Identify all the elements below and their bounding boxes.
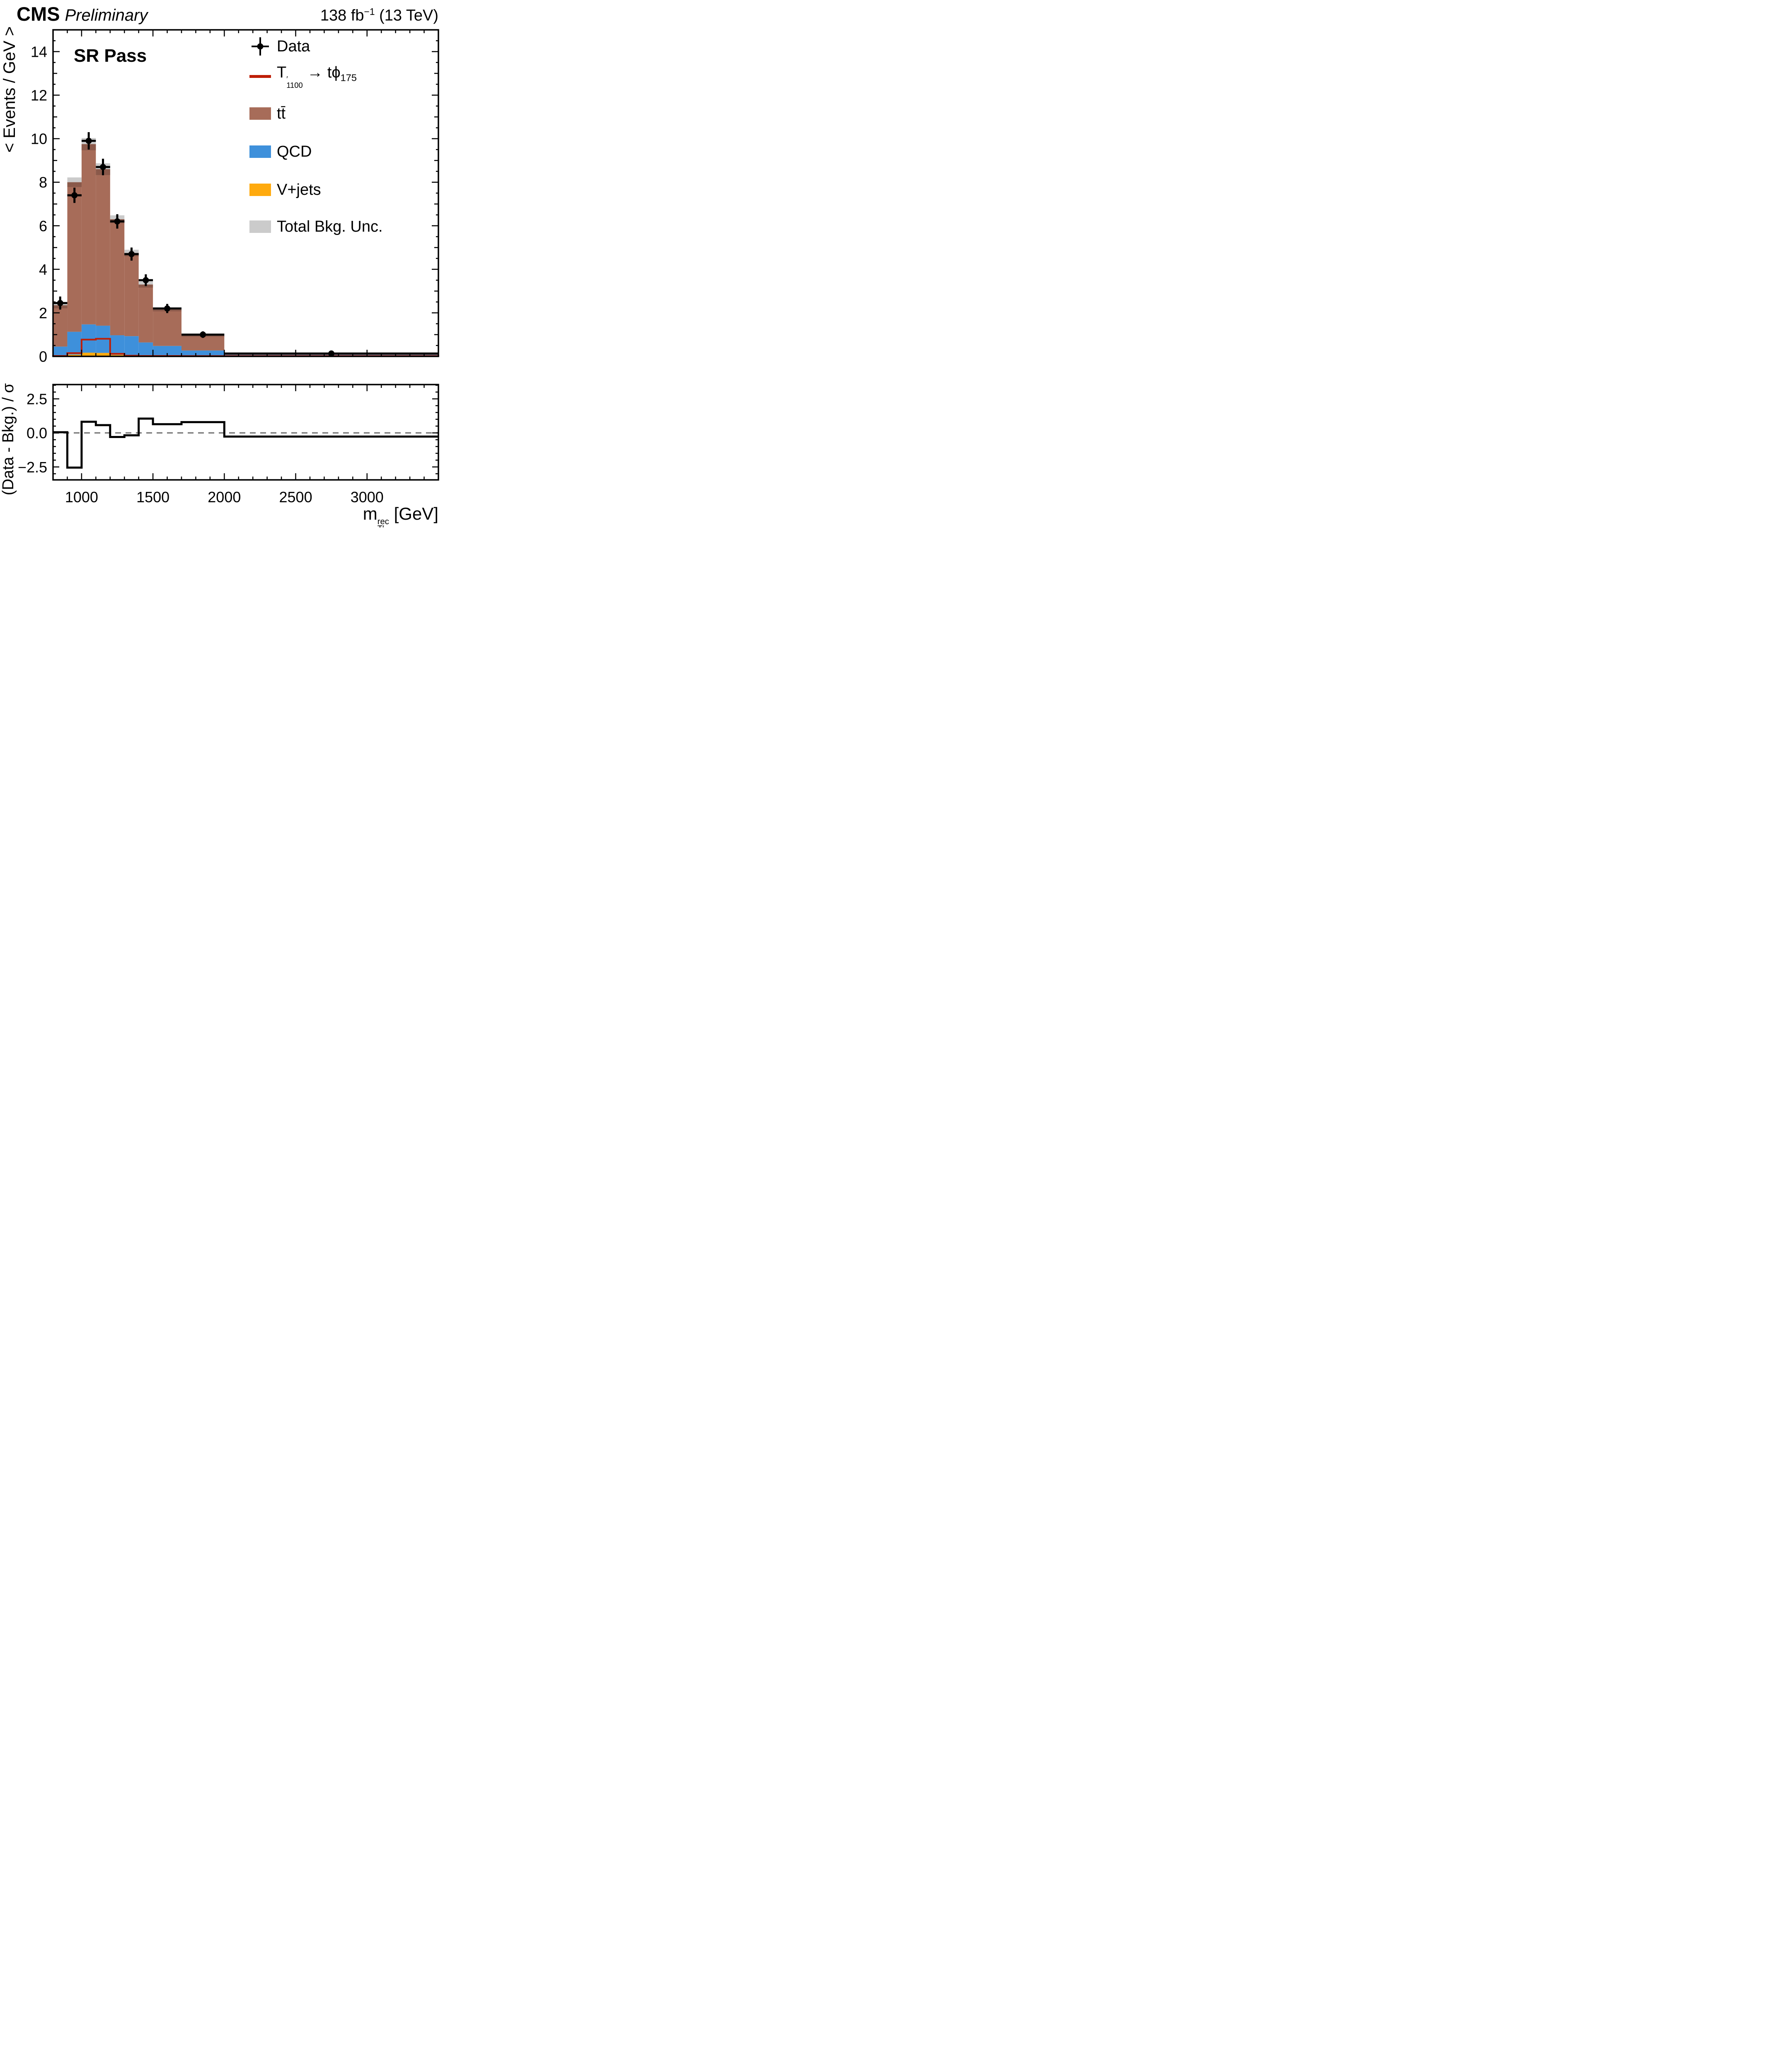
data-marker bbox=[71, 192, 78, 198]
x-tick-label: 2500 bbox=[279, 489, 312, 506]
bar-qcd bbox=[53, 346, 68, 356]
main-y-tick-label: 8 bbox=[39, 174, 47, 191]
data-marker bbox=[143, 277, 149, 283]
bar-vjets bbox=[81, 353, 96, 356]
bar-ttbar bbox=[124, 253, 139, 336]
bar-ttbar bbox=[67, 182, 82, 332]
ratio-step-line bbox=[53, 417, 438, 469]
preliminary-label: Preliminary bbox=[65, 6, 148, 24]
bar-qcd bbox=[138, 342, 153, 356]
lumi-exponent: −1 bbox=[364, 6, 375, 17]
bar-qcd bbox=[153, 346, 181, 356]
ratio-y-tick-label: −2.5 bbox=[18, 459, 47, 476]
unc-band-upper bbox=[67, 177, 82, 182]
data-point bbox=[124, 247, 139, 261]
bar-qcd bbox=[124, 336, 139, 356]
main-y-tick-label: 4 bbox=[39, 261, 47, 278]
main-y-tick-label: 12 bbox=[31, 87, 47, 104]
x-tick-label: 2000 bbox=[208, 489, 241, 506]
main-y-tick-label: 0 bbox=[39, 348, 47, 365]
bar-ttbar bbox=[81, 144, 96, 324]
data-point bbox=[153, 304, 181, 313]
data-marker bbox=[328, 350, 335, 357]
data-marker bbox=[200, 331, 206, 338]
bar-qcd bbox=[110, 335, 125, 355]
bar-vjets bbox=[110, 355, 125, 356]
data-marker bbox=[85, 138, 92, 144]
stacked-histogram bbox=[53, 144, 438, 356]
bar-ttbar bbox=[153, 310, 181, 346]
data-point bbox=[138, 274, 153, 286]
ratio-y-tick-label: 0.0 bbox=[27, 425, 47, 442]
axis-tick-labels: 0 2 4 6 8 10 12 14 −2.5 0.0 2.5 1000 1500 2000 2500 300… bbox=[18, 44, 384, 506]
ratio-panel-frame bbox=[52, 384, 439, 481]
data-marker bbox=[57, 300, 63, 306]
bar-vjets bbox=[67, 354, 82, 356]
x-tick-label: 1000 bbox=[65, 489, 98, 506]
cms-histogram-figure: CMS Preliminary 138 fb−1 (13 TeV) 0 2 4 6 8 1… bbox=[0, 0, 443, 528]
bar-vjets bbox=[96, 353, 110, 356]
bar-qcd bbox=[67, 332, 82, 355]
data-point bbox=[110, 214, 125, 229]
main-panel-frame bbox=[52, 29, 439, 357]
region-label: SR Pass bbox=[74, 46, 147, 66]
plot-canvas: 0 2 4 6 8 10 12 14 −2.5 0.0 2.5 1000 1500 2000 2500 300… bbox=[0, 27, 439, 506]
x-tick-label: 3000 bbox=[351, 489, 384, 506]
bar-ttbar bbox=[110, 219, 125, 336]
bar-qcd bbox=[81, 324, 96, 353]
luminosity-label: 138 fb−1 (13 TeV) bbox=[320, 6, 438, 25]
experiment-label: CMS bbox=[17, 3, 60, 25]
data-marker bbox=[164, 305, 171, 312]
bar-ttbar bbox=[53, 305, 68, 347]
unc-band-lower bbox=[138, 284, 153, 288]
data-marker bbox=[100, 164, 106, 170]
data-point bbox=[81, 132, 96, 150]
bar-ttbar bbox=[96, 169, 110, 326]
lumi-suffix: (13 TeV) bbox=[375, 7, 438, 24]
plot-header: CMS Preliminary 138 fb−1 (13 TeV) bbox=[17, 2, 438, 25]
lumi-prefix: 138 fb bbox=[320, 7, 364, 24]
bar-ttbar bbox=[138, 284, 153, 343]
main-y-tick-label: 2 bbox=[39, 305, 47, 322]
x-axis-title: mrecT′ [GeV] bbox=[363, 504, 438, 528]
data-point bbox=[224, 350, 438, 357]
bar-qcd bbox=[181, 350, 225, 356]
data-points bbox=[53, 132, 438, 357]
data-point bbox=[96, 158, 110, 175]
main-y-tick-label: 14 bbox=[31, 44, 47, 61]
main-y-tick-label: 10 bbox=[31, 131, 47, 148]
bar-ttbar bbox=[181, 336, 225, 351]
ratio-y-axis-title: (Data - Bkg.) / σ bbox=[0, 383, 17, 496]
data-point bbox=[67, 187, 82, 203]
ratio-y-tick-label: 2.5 bbox=[27, 391, 47, 408]
main-y-tick-label: 6 bbox=[39, 218, 47, 235]
data-marker bbox=[114, 218, 121, 225]
data-point bbox=[53, 296, 68, 310]
main-y-axis-title: < Events / GeV > bbox=[0, 27, 19, 153]
data-marker bbox=[128, 251, 135, 257]
unc-band-lower bbox=[67, 182, 82, 187]
data-point bbox=[181, 331, 225, 338]
x-tick-label: 1500 bbox=[136, 489, 169, 506]
